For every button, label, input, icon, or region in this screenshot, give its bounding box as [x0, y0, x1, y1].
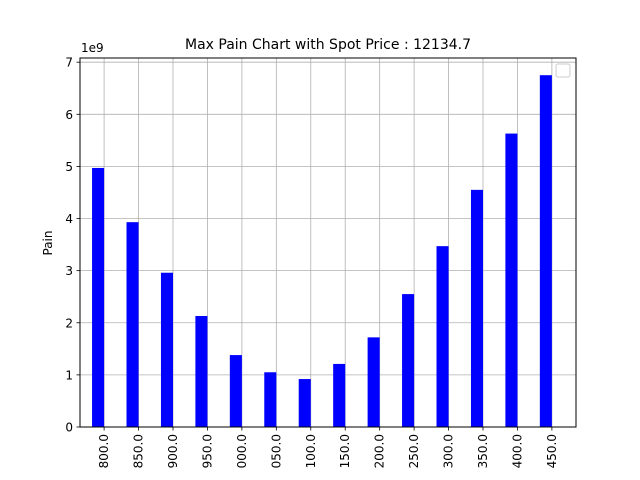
bar: [333, 363, 346, 427]
y-tick-label: 2: [65, 316, 73, 330]
y-tick-label: 5: [65, 160, 73, 174]
x-tick-label: 250.0: [407, 434, 421, 468]
bar: [92, 167, 105, 427]
bar: [539, 75, 552, 427]
x-tick-label: 900.0: [166, 434, 180, 468]
x-tick-label: 350.0: [476, 434, 490, 468]
bar: [264, 372, 277, 427]
bar: [505, 133, 518, 428]
x-tick-label: 950.0: [200, 434, 214, 468]
bar: [402, 294, 415, 427]
y-axis-offset-label: 1e9: [81, 41, 104, 55]
x-tick-label: 050.0: [269, 434, 283, 468]
x-tick-label: 800.0: [97, 434, 111, 468]
y-axis-label: Pain: [41, 231, 55, 256]
bars: [92, 75, 552, 428]
ticks: 0 1 2 3 4 5 6 7 800.0 850.0 900.0 950.0 000.0 050.0 10…: [65, 56, 559, 469]
bar: [367, 337, 380, 427]
bar: [195, 315, 208, 427]
y-tick-label: 7: [65, 56, 73, 70]
x-tick-label: 100.0: [304, 434, 318, 468]
y-tick-label: 1: [65, 368, 73, 382]
x-tick-label: 450.0: [545, 434, 559, 468]
plot-frame: [79, 57, 577, 428]
x-tick-label: 400.0: [510, 434, 524, 468]
bar: [126, 222, 139, 427]
legend: [555, 63, 571, 78]
y-tick-label: 6: [65, 108, 73, 122]
y-tick-label: 4: [65, 212, 73, 226]
x-tick-label: 850.0: [132, 434, 146, 468]
bar: [470, 189, 483, 427]
x-tick-label: 150.0: [338, 434, 352, 468]
chart-title: Max Pain Chart with Spot Price : 12134.7: [185, 37, 471, 53]
x-tick-label: 200.0: [373, 434, 387, 468]
bar: [229, 355, 242, 427]
x-tick-label: 300.0: [442, 434, 456, 468]
x-tick-label: 000.0: [235, 434, 249, 468]
bar: [298, 379, 311, 427]
grid: [80, 58, 576, 428]
y-tick-label: 0: [65, 421, 73, 435]
y-tick-label: 3: [65, 264, 73, 278]
bar: [436, 246, 449, 427]
bar: [160, 272, 173, 427]
